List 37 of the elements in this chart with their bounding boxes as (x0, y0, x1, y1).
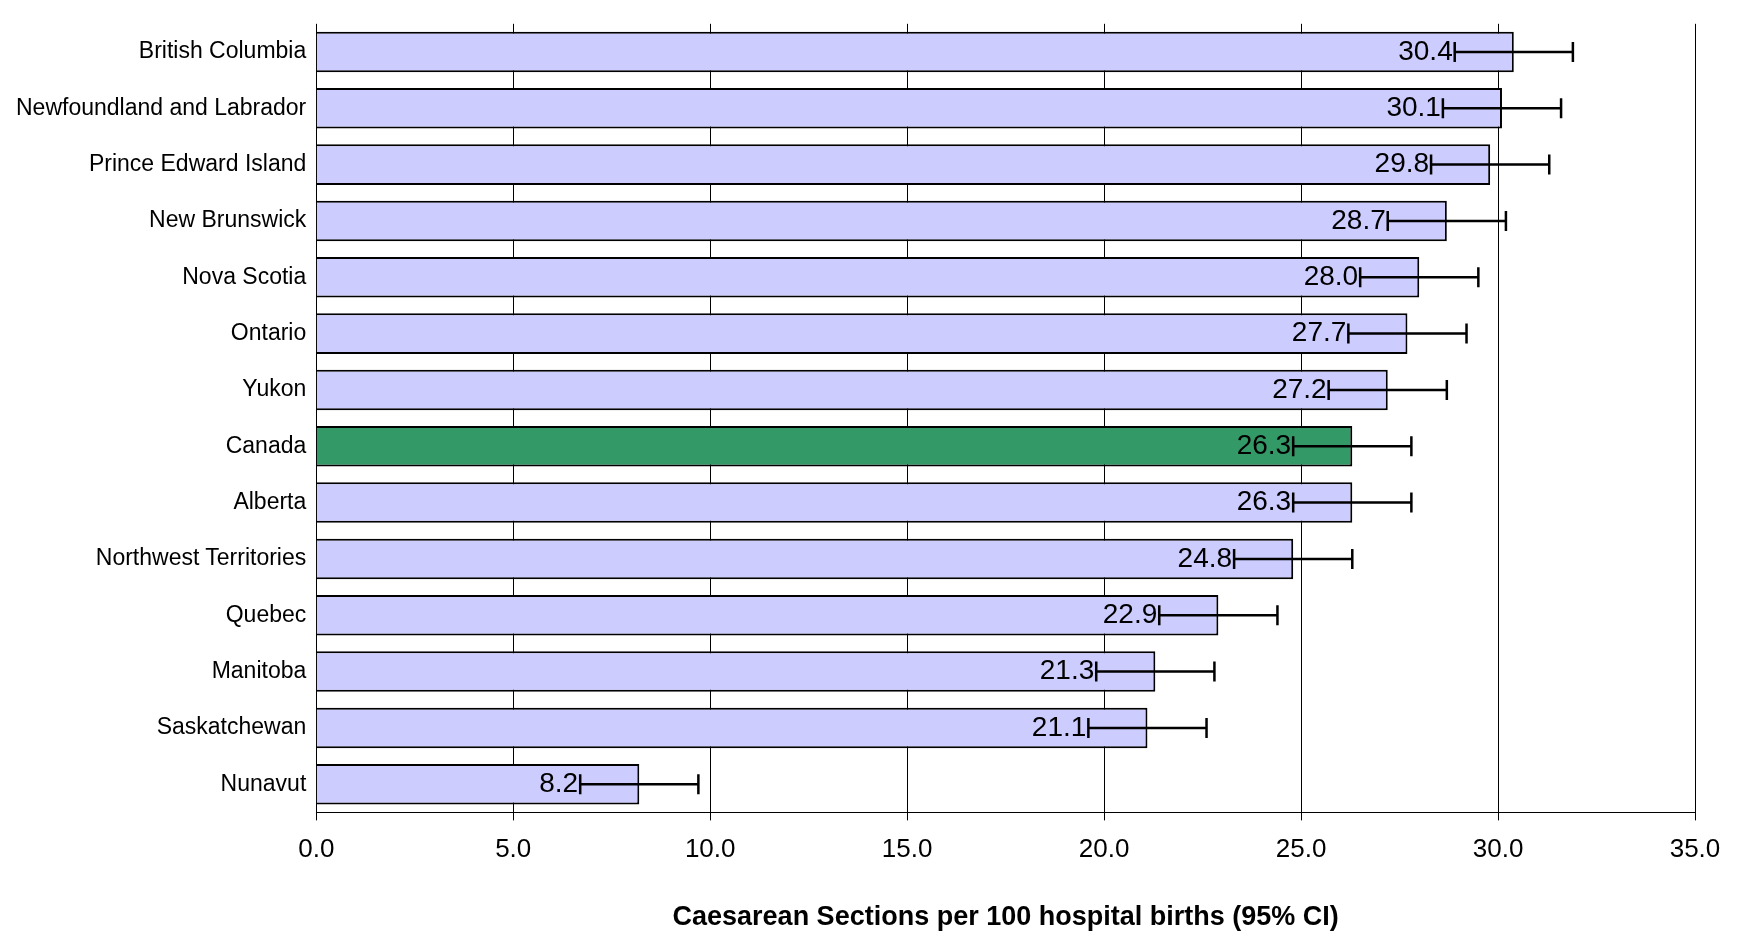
data-label: 8.2 (539, 766, 579, 798)
y-tick-label: Nova Scotia (182, 262, 307, 289)
x-tick-label: 30.0 (1472, 833, 1524, 864)
y-tick-label: Ontario (230, 318, 307, 345)
data-label: 27.7 (1291, 316, 1347, 348)
y-tick-label: Canada (225, 431, 307, 458)
data-label: 21.3 (1039, 654, 1095, 686)
data-label: 28.0 (1303, 260, 1359, 291)
data-label: 21.1 (1031, 710, 1087, 742)
y-tick-label: Alberta (233, 487, 307, 514)
y-tick-label: Nunavut (220, 769, 307, 796)
data-label: 26.3 (1236, 485, 1292, 517)
data-label: 28.7 (1331, 203, 1386, 235)
data-label: 22.9 (1102, 597, 1158, 629)
y-tick-label: British Columbia (138, 37, 307, 64)
x-axis-title: Caesarean Sections per 100 hospital births (95% CI) (672, 901, 1339, 932)
x-tick-label: 25.0 (1275, 833, 1327, 864)
x-tick-label: 5.0 (495, 833, 532, 864)
data-label: 26.3 (1236, 428, 1292, 460)
y-tick-label: Prince Edward Island (88, 149, 307, 176)
y-tick-label: Newfoundland and Labrador (15, 93, 307, 120)
data-label: 30.4 (1398, 34, 1453, 66)
x-tick-label: 35.0 (1669, 833, 1721, 864)
y-tick-label: New Brunswick (149, 206, 307, 233)
x-tick-label: 0.0 (298, 833, 335, 864)
data-label: 29.8 (1374, 147, 1430, 179)
data-label: 24.8 (1177, 541, 1233, 573)
y-tick-label: Manitoba (211, 656, 307, 683)
y-tick-label: Northwest Territories (95, 544, 307, 571)
x-tick-label: 20.0 (1078, 833, 1130, 864)
x-tick-label: 10.0 (684, 833, 736, 864)
data-label: 30.1 (1386, 91, 1441, 123)
x-tick-label: 15.0 (881, 833, 933, 864)
data-label: 27.2 (1272, 372, 1327, 404)
y-tick-label: Yukon (242, 375, 307, 402)
y-tick-label: Quebec (225, 600, 307, 627)
y-tick-label: Saskatchewan (156, 713, 307, 740)
